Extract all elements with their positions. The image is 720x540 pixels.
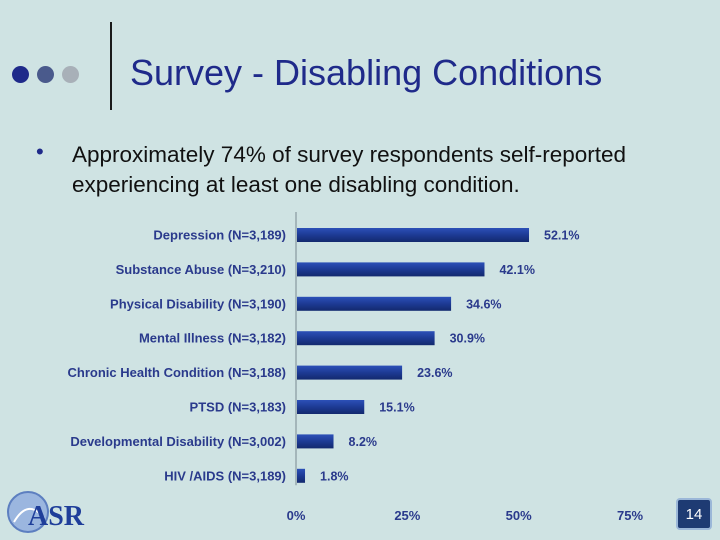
- asr-logo: ASR: [7, 491, 85, 533]
- value-label: 1.8%: [320, 469, 349, 483]
- x-tick-label: 75%: [617, 508, 643, 523]
- category-label: HIV /AIDS (N=3,189): [164, 468, 286, 483]
- dot-3: [62, 66, 79, 83]
- bullet-text: Approximately 74% of survey respondents …: [72, 142, 627, 197]
- bar: [297, 296, 452, 311]
- value-label: 52.1%: [544, 229, 579, 243]
- bullet-marker: •: [36, 139, 44, 164]
- page-number: 14: [676, 498, 712, 530]
- value-label: 42.1%: [499, 263, 534, 277]
- category-label: Developmental Disability (N=3,002): [70, 434, 286, 449]
- bar: [297, 434, 334, 449]
- value-label: 15.1%: [379, 401, 414, 415]
- disabling-conditions-bar-chart: Depression (N=3,189) 52.1% Substance Abuse…: [68, 212, 643, 523]
- category-label: Chronic Health Condition (N=3,188): [68, 365, 287, 380]
- bar: [297, 468, 306, 483]
- value-label: 34.6%: [466, 297, 501, 311]
- decorative-dots: [12, 66, 79, 83]
- category-label: Substance Abuse (N=3,210): [116, 262, 286, 277]
- value-label: 8.2%: [349, 435, 378, 449]
- category-label: Depression (N=3,189): [153, 228, 286, 243]
- category-label: Mental Illness (N=3,182): [139, 331, 286, 346]
- slide-title: Survey - Disabling Conditions: [130, 52, 603, 93]
- logo-text: ASR: [28, 501, 85, 532]
- value-label: 23.6%: [417, 366, 452, 380]
- category-label: PTSD (N=3,183): [190, 400, 286, 415]
- bar: [297, 365, 403, 380]
- dot-2: [37, 66, 54, 83]
- bar: [297, 400, 365, 414]
- bar: [297, 228, 530, 242]
- category-label: Physical Disability (N=3,190): [110, 296, 286, 311]
- x-tick-label: 50%: [506, 508, 532, 523]
- bar: [297, 331, 435, 346]
- dot-1: [12, 66, 29, 83]
- bar: [297, 262, 485, 277]
- title-divider: [110, 22, 112, 110]
- x-tick-label: 25%: [394, 508, 420, 523]
- value-label: 30.9%: [450, 332, 485, 346]
- x-tick-label: 0%: [287, 508, 306, 523]
